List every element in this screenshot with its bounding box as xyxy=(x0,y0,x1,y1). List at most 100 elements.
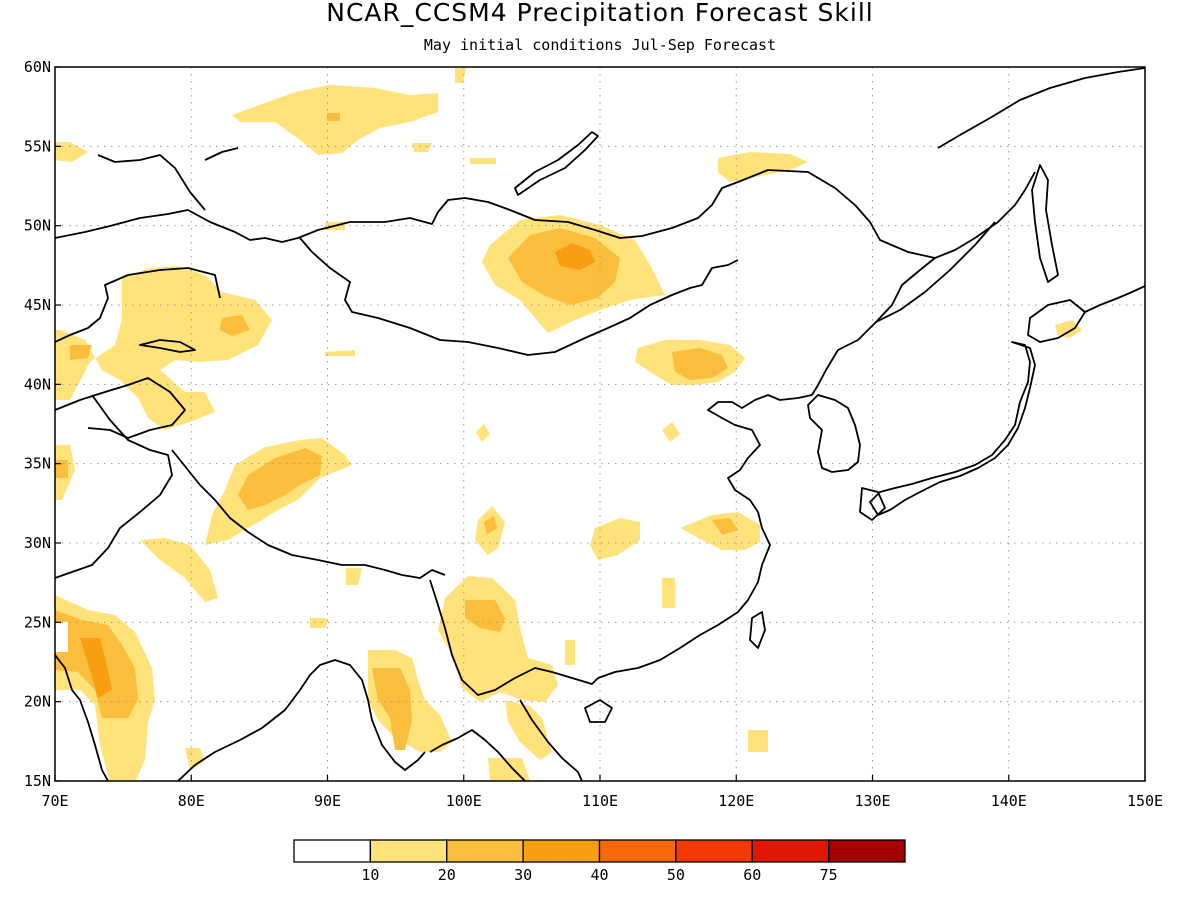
colorbar-swatch xyxy=(522,839,601,863)
coastlines-and-borders xyxy=(55,67,1145,781)
skill-region-india-high xyxy=(80,638,112,698)
colorbar-swatch xyxy=(446,839,524,863)
skill-region-laos-edge xyxy=(565,640,575,665)
skill-region-myanmar-mid xyxy=(372,668,412,750)
skill-region-qinghai-small xyxy=(476,424,490,442)
border-laos-vietnam xyxy=(519,699,583,781)
colorbar-label: 30 xyxy=(514,866,532,884)
border-russia-mongolia-china xyxy=(55,169,936,396)
skill-region-hokkaido xyxy=(1055,320,1082,338)
colorbar-label: 75 xyxy=(820,866,838,884)
colorbar-swatch xyxy=(751,839,830,863)
colorbar-label: 40 xyxy=(590,866,608,884)
border-himalaya xyxy=(171,449,446,579)
skill-region-philippines xyxy=(748,730,768,752)
skill-region-india-south xyxy=(185,748,205,770)
lon-tick-label: 110E xyxy=(582,792,618,810)
lat-tick-label: 20N xyxy=(24,693,51,711)
coastline-northwest-b xyxy=(97,154,206,211)
lon-tick-label: 130E xyxy=(854,792,890,810)
skill-region-guangxi-small xyxy=(662,578,675,608)
map-panel xyxy=(54,66,1146,782)
lat-tick-label: 40N xyxy=(24,375,51,393)
figure-title: NCAR_CCSM4 Precipitation Forecast Skill xyxy=(326,0,873,27)
border-central-asia xyxy=(55,377,186,439)
coastline-india-west xyxy=(55,654,109,781)
coastline-japan-hokkaido xyxy=(1027,299,1086,343)
lon-tick-label: 70E xyxy=(41,792,68,810)
river-ob xyxy=(204,147,239,161)
colorbar-swatch xyxy=(369,839,448,863)
lat-tick-label: 55N xyxy=(24,137,51,155)
skill-region-small-b xyxy=(470,158,496,164)
latitude-axis: 60N 55N 50N 45N 40N 35N 30N 25N 20N 15N xyxy=(24,58,61,790)
colorbar-swatch xyxy=(827,839,906,863)
coastline-bay-of-bengal xyxy=(177,659,426,781)
skill-region-mongolia-core xyxy=(555,243,595,270)
coastline-bohai-korea xyxy=(597,394,813,679)
colorbar: 10 20 30 40 50 60 75 xyxy=(293,839,906,884)
skill-region-small-a xyxy=(412,143,432,152)
border-india-pakistan xyxy=(55,394,173,579)
lon-tick-label: 80E xyxy=(178,792,205,810)
skill-region-nw-corner xyxy=(55,142,88,162)
skill-region-kazakhstan-mid xyxy=(220,315,250,336)
skill-region-yangtze-mid xyxy=(712,518,738,535)
lat-tick-label: 35N xyxy=(24,455,51,473)
colorbar-label: 10 xyxy=(361,866,379,884)
coastline-sakhalin xyxy=(1031,164,1059,283)
lon-tick-label: 90E xyxy=(314,792,341,810)
skill-region-india-clear xyxy=(55,622,68,652)
skill-region-ne-siberia xyxy=(718,152,808,182)
lat-tick-label: 25N xyxy=(24,613,51,631)
lat-tick-label: 45N xyxy=(24,296,51,314)
coastline-japan-honshu xyxy=(869,341,1036,516)
colorbar-label: 60 xyxy=(743,866,761,884)
skill-region-north-china-mid xyxy=(672,348,728,380)
skill-region-north-china-small xyxy=(325,350,355,356)
border-mongolia-china xyxy=(299,237,739,356)
skill-region-sichuan-mid xyxy=(484,516,497,535)
lon-tick-label: 100E xyxy=(446,792,482,810)
skill-region-siberia-spot xyxy=(327,113,340,121)
border-myanmar-china xyxy=(429,579,599,696)
skill-region-yunnan-mid xyxy=(465,600,505,632)
colorbar-swatch xyxy=(598,839,677,863)
colorbar-swatch xyxy=(675,839,753,863)
colorbar-label: 50 xyxy=(667,866,685,884)
coastline-hainan xyxy=(584,699,613,723)
coastline-korea xyxy=(807,394,861,473)
skill-region-west-edge-mid xyxy=(55,460,68,478)
skill-region-kazakhstan-mid2 xyxy=(70,345,92,360)
lake-baikal xyxy=(514,131,599,196)
figure-subtitle: May initial conditions Jul-Sep Forecast xyxy=(424,36,776,54)
lat-tick-label: 60N xyxy=(24,58,51,76)
lon-tick-label: 150E xyxy=(1127,792,1163,810)
skill-region-small-c xyxy=(346,568,362,585)
lake-balkhash xyxy=(139,339,196,353)
coastline-okhotsk xyxy=(937,67,1145,149)
lon-tick-label: 140E xyxy=(991,792,1027,810)
coastline-manchuria xyxy=(934,171,1036,259)
coastline-kuril xyxy=(1084,285,1145,313)
skill-region-siberia-small xyxy=(455,68,466,83)
lon-tick-label: 120E xyxy=(718,792,754,810)
coastline-primorye xyxy=(875,221,996,323)
skill-region-indochina xyxy=(505,700,552,760)
lat-tick-label: 50N xyxy=(24,217,51,235)
coastline-indochina xyxy=(429,729,526,781)
colorbar-label: 20 xyxy=(438,866,456,884)
skill-region-small-d xyxy=(310,618,328,628)
skill-region-himalaya xyxy=(140,538,218,602)
colorbar-swatch xyxy=(293,839,372,863)
lat-tick-label: 15N xyxy=(24,772,51,790)
coastline-taiwan xyxy=(749,611,766,649)
skill-region-central-china xyxy=(590,518,640,560)
skill-region-hubei-small xyxy=(662,422,680,442)
lat-tick-label: 30N xyxy=(24,534,51,552)
longitude-axis: 70E 80E 90E 100E 110E 120E 130E 140E 150E xyxy=(41,775,1163,810)
coastline-kyushu xyxy=(859,487,886,521)
coastline-northwest xyxy=(55,267,221,343)
skill-shading xyxy=(55,68,1082,781)
